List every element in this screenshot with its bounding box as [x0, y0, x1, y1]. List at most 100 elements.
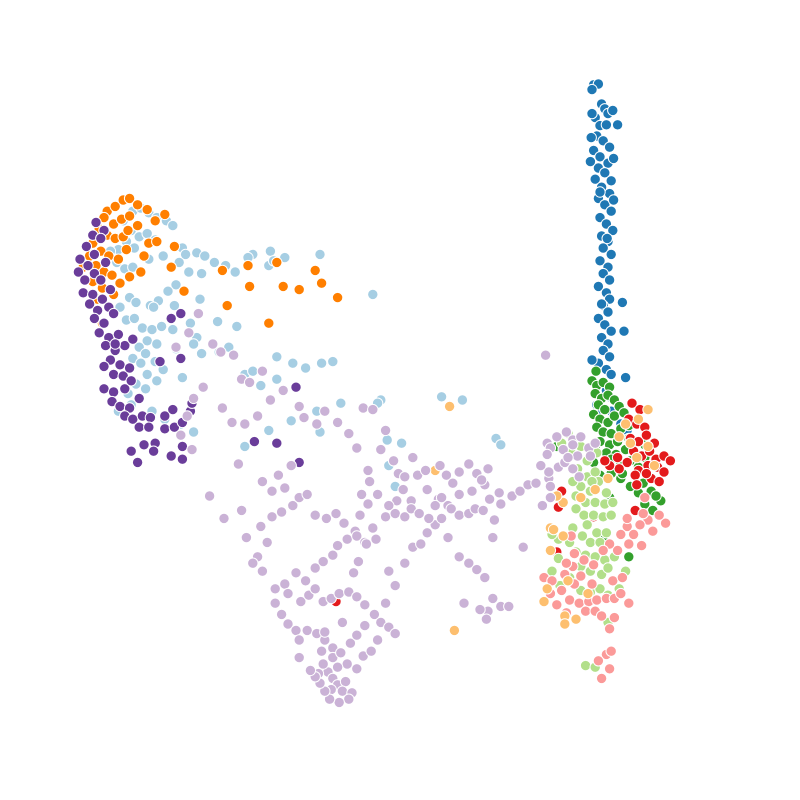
data-point-series-9-220 — [279, 482, 291, 494]
data-point-series-8-71 — [109, 338, 121, 350]
data-point-series-3-27 — [576, 530, 589, 542]
data-point-series-8-60 — [159, 410, 171, 422]
data-point-series-8-6 — [74, 253, 86, 265]
data-point-series-4-42 — [605, 645, 617, 657]
data-point-series-8-11 — [95, 274, 107, 286]
data-point-series-8-0 — [90, 216, 102, 229]
data-point-series-0-2 — [586, 83, 598, 96]
data-point-series-0-50 — [616, 296, 629, 309]
data-point-series-9-78 — [359, 599, 371, 611]
data-point-series-9-191 — [589, 437, 601, 449]
data-point-series-9-145 — [255, 520, 267, 533]
data-point-series-4-51 — [639, 491, 651, 504]
data-point-series-9-41 — [463, 458, 475, 470]
data-point-series-4-3 — [634, 519, 646, 531]
data-point-series-9-22 — [298, 411, 310, 424]
data-point-series-9-34 — [399, 471, 411, 483]
data-point-series-9-15 — [216, 402, 229, 414]
data-point-series-9-62 — [327, 549, 339, 561]
data-point-series-9-207 — [370, 533, 382, 545]
data-point-series-2-18 — [599, 455, 611, 467]
data-point-series-9-192 — [571, 450, 584, 462]
data-point-series-6-51 — [139, 347, 152, 360]
data-point-series-8-36 — [119, 383, 131, 395]
data-point-series-9-222 — [352, 555, 365, 568]
data-point-series-6-44 — [128, 312, 141, 325]
data-point-series-7-25 — [114, 277, 126, 289]
data-point-series-4-5 — [647, 525, 659, 537]
data-point-series-6-104 — [147, 301, 160, 313]
data-point-series-8-14 — [87, 288, 99, 301]
data-point-series-9-86 — [399, 557, 411, 569]
data-point-series-9-208 — [355, 488, 368, 501]
data-point-series-9-123 — [344, 637, 357, 649]
data-point-series-9-56 — [371, 488, 384, 501]
data-point-series-4-27 — [615, 587, 627, 600]
data-point-series-6-107 — [168, 299, 181, 312]
data-point-series-4-13 — [587, 559, 600, 571]
data-point-series-0-49 — [595, 298, 608, 310]
data-point-series-9-110 — [315, 645, 328, 657]
data-point-series-9-57 — [362, 498, 374, 510]
data-point-series-7-51 — [131, 219, 144, 232]
data-point-series-9-187 — [575, 431, 587, 443]
data-point-series-5-6 — [631, 451, 643, 464]
data-point-series-5-23 — [448, 624, 461, 637]
data-point-series-9-122 — [371, 634, 384, 646]
data-point-series-9-64 — [309, 562, 321, 574]
data-point-series-9-38 — [440, 469, 453, 481]
data-point-series-1-52 — [590, 365, 602, 377]
data-point-series-9-95 — [471, 563, 483, 576]
data-point-series-4-31 — [595, 610, 608, 622]
data-point-series-4-0 — [659, 517, 672, 529]
data-point-series-5-5 — [642, 440, 654, 453]
data-point-series-9-8 — [256, 365, 269, 377]
data-point-series-7-39 — [243, 280, 256, 293]
data-point-series-4-32 — [608, 611, 621, 624]
data-point-series-9-157 — [367, 522, 379, 534]
data-point-series-0-69 — [594, 186, 606, 198]
data-point-series-7-44 — [277, 280, 289, 293]
data-point-series-6-85 — [285, 415, 297, 427]
data-point-series-6-68 — [195, 347, 208, 360]
data-point-series-6-98 — [495, 439, 507, 451]
data-point-series-8-7 — [82, 259, 94, 272]
data-point-series-4-24 — [591, 594, 603, 606]
data-point-series-9-48 — [453, 488, 465, 501]
data-point-series-4-14 — [578, 554, 590, 566]
data-point-series-4-50 — [621, 512, 633, 525]
data-point-series-6-93 — [456, 394, 469, 406]
data-point-series-9-91 — [435, 512, 448, 525]
data-point-series-1-49 — [623, 551, 635, 563]
data-point-series-7-19 — [112, 253, 125, 265]
data-point-series-9-30 — [379, 424, 392, 437]
data-point-series-6-99 — [271, 351, 283, 363]
data-point-series-6-37 — [170, 279, 182, 291]
data-point-series-2-23 — [658, 466, 670, 478]
data-point-series-9-23 — [311, 418, 323, 430]
data-point-series-9-72 — [309, 583, 321, 595]
data-point-series-6-83 — [239, 440, 251, 453]
data-point-series-9-221 — [347, 567, 360, 579]
data-point-series-0-51 — [618, 325, 630, 337]
data-point-series-6-35 — [183, 266, 195, 278]
data-point-series-8-68 — [271, 437, 283, 449]
data-point-series-7-5 — [141, 203, 153, 216]
data-point-series-9-44 — [493, 487, 505, 499]
data-point-series-6-67 — [187, 426, 200, 438]
data-point-series-8-4 — [80, 240, 93, 253]
data-point-series-9-182 — [573, 471, 585, 483]
data-point-series-2-19 — [611, 451, 624, 464]
data-point-series-9-7 — [243, 376, 256, 389]
data-point-series-9-178 — [543, 466, 555, 478]
data-point-series-8-72 — [104, 283, 117, 296]
data-point-series-2-7 — [640, 429, 653, 441]
data-point-series-0-39 — [602, 306, 614, 318]
data-point-series-9-106 — [293, 634, 305, 646]
data-point-series-8-58 — [165, 450, 177, 462]
data-point-series-9-124 — [351, 629, 363, 641]
data-point-series-9-126 — [336, 616, 349, 629]
data-point-series-0-35 — [592, 280, 605, 293]
data-point-series-9-125 — [359, 619, 371, 632]
data-point-series-9-65 — [299, 575, 312, 587]
